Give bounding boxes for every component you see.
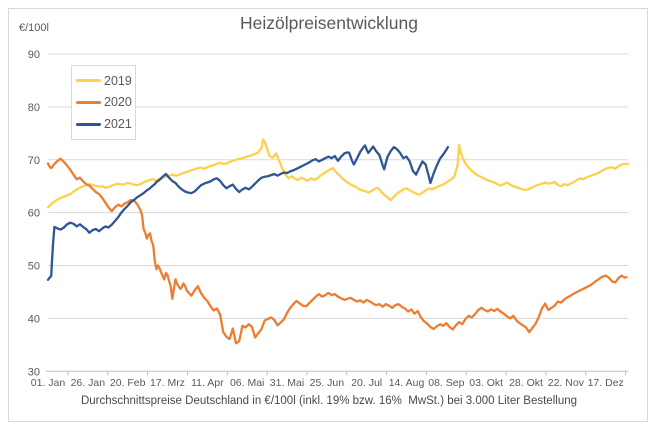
x-tick-label: 26. Jan <box>71 377 106 389</box>
legend-label: 2021 <box>104 116 132 131</box>
x-tick-label: 31. Mai <box>270 377 304 389</box>
x-tick-label: 25. Jun <box>310 377 345 389</box>
legend-label: 2020 <box>104 95 132 110</box>
x-tick-label: 28. Okt <box>509 377 543 389</box>
legend-line-swatch-2021 <box>76 122 101 126</box>
legend-label: 2019 <box>104 73 132 88</box>
y-tick-label: 50 <box>28 261 40 273</box>
y-tick-label: 30 <box>28 366 40 378</box>
series-line-2021 <box>46 144 450 281</box>
series-line-2020 <box>46 157 628 345</box>
chart-title: Heizölpreisentwicklung <box>240 13 418 33</box>
y-tick-label: 40 <box>28 313 40 325</box>
legend-item-2020: 2020 <box>76 92 135 114</box>
x-tick-label: 17. Mrz <box>150 377 185 389</box>
x-tick-label: 22. Nov <box>548 377 585 389</box>
legend-item-2019: 2019 <box>76 70 135 92</box>
y-tick-label: 60 <box>28 208 40 220</box>
x-tick-label: 20. Jul <box>351 377 382 389</box>
legend-line-swatch-2020 <box>76 101 101 104</box>
y-tick-label: 90 <box>28 49 40 61</box>
x-tick-label: 03. Okt <box>469 377 503 389</box>
chart-subtitle: Durchschnittspreise Deutschland in €/100… <box>80 395 578 407</box>
x-tick-label: 20. Feb <box>110 377 146 389</box>
x-tick-label: 08. Sep <box>428 377 464 389</box>
x-tick-label: 11. Apr <box>191 377 224 389</box>
x-tick-label: 01. Jan <box>31 377 66 389</box>
y-tick-label: 70 <box>28 155 40 167</box>
chart-legend: 2019 2020 2021 <box>71 65 136 140</box>
x-tick-label: 06. Mai <box>230 377 264 389</box>
legend-line-swatch-2019 <box>76 79 101 83</box>
x-tick-label: 17. Dez <box>588 377 624 389</box>
x-tick-label: 14. Aug <box>389 377 425 389</box>
legend-item-2021: 2021 <box>76 113 135 135</box>
y-axis-unit-label: €/100l <box>19 22 49 34</box>
y-tick-label: 80 <box>28 102 40 114</box>
series-line-2019 <box>46 138 630 209</box>
